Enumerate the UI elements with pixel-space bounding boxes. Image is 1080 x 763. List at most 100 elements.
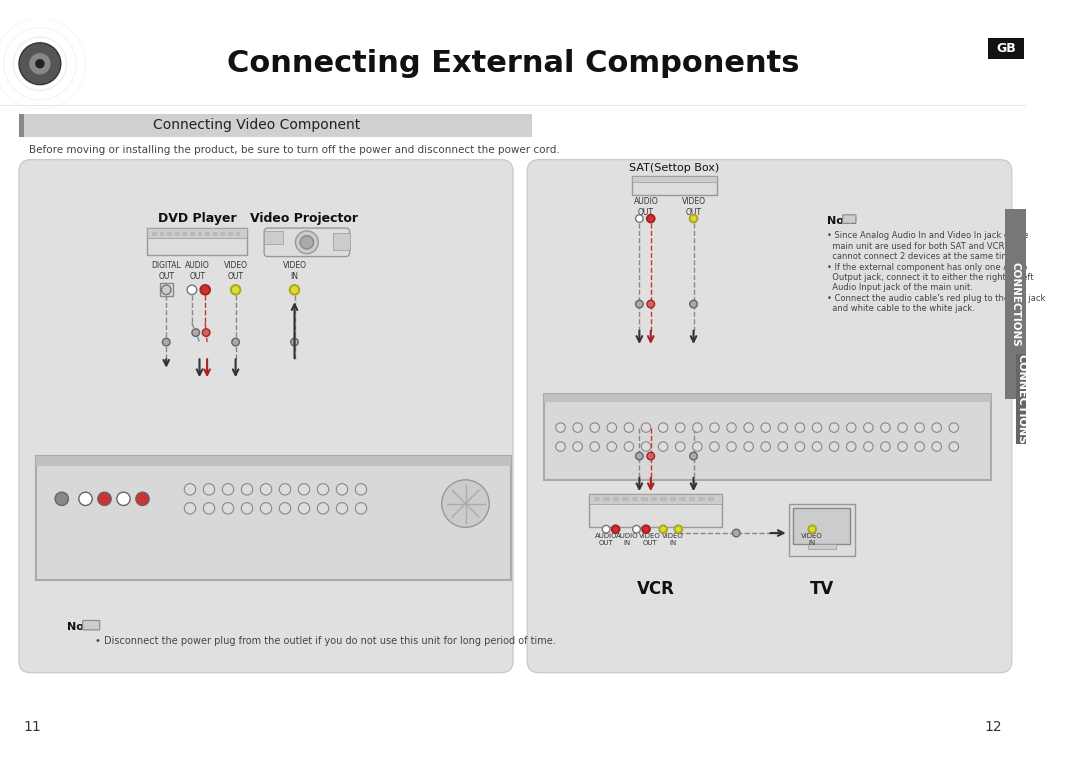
Circle shape (744, 442, 754, 452)
Circle shape (897, 442, 907, 452)
Circle shape (117, 492, 131, 505)
Circle shape (915, 442, 924, 452)
Text: Connecting External Components: Connecting External Components (227, 50, 799, 79)
Circle shape (355, 484, 367, 495)
Text: Note: Note (826, 217, 856, 227)
FancyBboxPatch shape (842, 214, 856, 224)
FancyBboxPatch shape (604, 497, 610, 501)
Text: Audio Input jack of the main unit.: Audio Input jack of the main unit. (826, 283, 972, 292)
Circle shape (136, 492, 149, 505)
FancyBboxPatch shape (544, 394, 990, 480)
Text: main unit are used for both SAT and VCR, you: main unit are used for both SAT and VCR,… (826, 242, 1025, 250)
Circle shape (812, 423, 822, 433)
Circle shape (864, 423, 873, 433)
Text: VIDEO
OUT: VIDEO OUT (224, 261, 247, 281)
FancyBboxPatch shape (589, 494, 723, 527)
Circle shape (607, 442, 617, 452)
Circle shape (572, 442, 582, 452)
FancyBboxPatch shape (333, 233, 350, 250)
Circle shape (635, 452, 644, 460)
Circle shape (761, 423, 770, 433)
Text: GB: GB (996, 42, 1016, 55)
Circle shape (710, 442, 719, 452)
Circle shape (611, 526, 620, 533)
Circle shape (744, 423, 754, 433)
Circle shape (635, 301, 644, 308)
Circle shape (690, 452, 698, 460)
Circle shape (675, 526, 683, 533)
Circle shape (809, 526, 816, 533)
Circle shape (624, 423, 634, 433)
Circle shape (690, 214, 698, 222)
Text: VIDEO
IN: VIDEO IN (801, 533, 823, 546)
FancyBboxPatch shape (642, 497, 648, 501)
Text: cannot connect 2 devices at the same time.: cannot connect 2 devices at the same tim… (826, 252, 1017, 261)
Text: 12: 12 (985, 720, 1002, 734)
FancyBboxPatch shape (670, 497, 676, 501)
FancyBboxPatch shape (988, 38, 1024, 59)
FancyBboxPatch shape (175, 232, 179, 236)
Circle shape (336, 484, 348, 495)
Circle shape (659, 442, 667, 452)
Circle shape (607, 423, 617, 433)
Circle shape (659, 423, 667, 433)
Circle shape (642, 442, 651, 452)
Text: VCR: VCR (636, 580, 674, 598)
Circle shape (185, 503, 195, 514)
Circle shape (675, 442, 685, 452)
Text: CONNECTIONS: CONNECTIONS (1016, 354, 1026, 444)
Circle shape (732, 530, 740, 537)
Text: Before moving or installing the product, be sure to turn off the power and disco: Before moving or installing the product,… (28, 145, 559, 155)
FancyBboxPatch shape (36, 456, 511, 465)
Circle shape (241, 484, 253, 495)
Circle shape (590, 423, 599, 433)
FancyBboxPatch shape (228, 232, 233, 236)
Circle shape (624, 442, 634, 452)
Text: 11: 11 (24, 720, 41, 734)
Circle shape (280, 503, 291, 514)
Circle shape (692, 423, 702, 433)
FancyBboxPatch shape (632, 497, 638, 501)
FancyBboxPatch shape (235, 232, 241, 236)
Circle shape (187, 285, 197, 295)
FancyBboxPatch shape (1005, 209, 1026, 399)
Text: AUDIO
OUT: AUDIO OUT (186, 261, 210, 281)
Circle shape (300, 236, 313, 249)
Text: VIDEO
OUT: VIDEO OUT (639, 533, 661, 546)
FancyBboxPatch shape (788, 504, 855, 555)
Circle shape (812, 442, 822, 452)
Circle shape (162, 285, 171, 295)
Circle shape (647, 301, 654, 308)
FancyBboxPatch shape (19, 159, 513, 673)
Text: Note: Note (67, 622, 96, 632)
FancyBboxPatch shape (205, 232, 210, 236)
FancyBboxPatch shape (707, 497, 714, 501)
FancyBboxPatch shape (651, 497, 658, 501)
FancyBboxPatch shape (544, 394, 990, 402)
Circle shape (556, 423, 565, 433)
Circle shape (79, 492, 92, 505)
Circle shape (647, 214, 654, 222)
Circle shape (847, 442, 856, 452)
FancyBboxPatch shape (589, 494, 723, 504)
Circle shape (203, 503, 215, 514)
Circle shape (232, 338, 240, 346)
Circle shape (98, 492, 111, 505)
Circle shape (260, 484, 272, 495)
Text: TV: TV (810, 580, 834, 598)
Circle shape (318, 503, 328, 514)
FancyBboxPatch shape (83, 620, 99, 630)
FancyBboxPatch shape (265, 231, 283, 244)
Circle shape (932, 442, 942, 452)
Text: DVD Player: DVD Player (159, 212, 237, 225)
Circle shape (291, 338, 298, 346)
Circle shape (949, 423, 959, 433)
Circle shape (761, 442, 770, 452)
FancyBboxPatch shape (167, 232, 172, 236)
Circle shape (260, 503, 272, 514)
FancyBboxPatch shape (147, 228, 247, 255)
Text: and white cable to the white jack.: and white cable to the white jack. (826, 304, 974, 314)
FancyBboxPatch shape (160, 232, 164, 236)
FancyBboxPatch shape (632, 175, 717, 182)
Circle shape (932, 423, 942, 433)
